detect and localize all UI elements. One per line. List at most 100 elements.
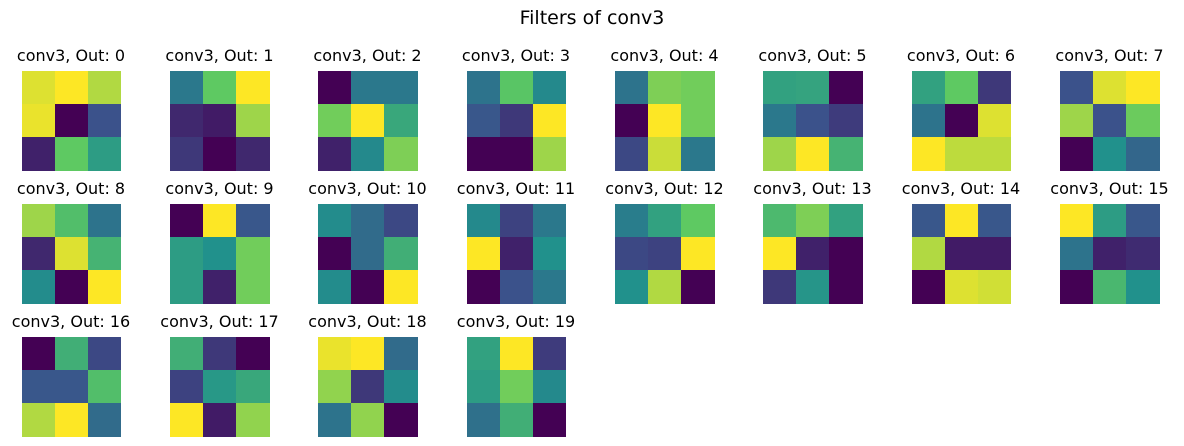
heatmap-cell xyxy=(21,237,55,271)
heatmap-cell xyxy=(21,204,55,238)
heatmap-cell xyxy=(796,204,830,238)
panel-title: conv3, Out: 8 xyxy=(16,179,126,198)
panel-title: conv3, Out: 0 xyxy=(16,46,126,65)
heatmap-cell xyxy=(351,237,385,271)
heatmap-cell xyxy=(203,337,237,371)
heatmap-cell xyxy=(1060,270,1094,304)
heatmap-cell xyxy=(944,137,978,171)
heatmap-cell xyxy=(763,237,797,271)
panel-title: conv3, Out: 18 xyxy=(308,312,427,331)
heatmap-cell xyxy=(763,104,797,138)
heatmap-cell xyxy=(87,270,121,304)
heatmap-cell xyxy=(87,337,121,371)
heatmap-cell xyxy=(944,104,978,138)
heatmap-cell xyxy=(170,104,204,138)
heatmap-cell xyxy=(236,204,270,238)
heatmap-cell xyxy=(466,337,500,371)
panel-title: conv3, Out: 9 xyxy=(165,179,274,198)
panel-title: conv3, Out: 1 xyxy=(165,46,274,65)
heatmap-cell xyxy=(1093,71,1127,105)
heatmap-cell xyxy=(532,137,566,171)
heatmap-cell xyxy=(615,104,649,138)
heatmap-cell xyxy=(203,237,237,271)
heatmap-cell xyxy=(532,403,566,437)
heatmap-cell xyxy=(499,270,533,304)
heatmap-cell xyxy=(203,104,237,138)
heatmap-cell xyxy=(1060,71,1094,105)
heatmap-cell xyxy=(236,237,270,271)
heatmap-cell xyxy=(236,71,270,105)
heatmap-cell xyxy=(1093,204,1127,238)
heatmap-cell xyxy=(1093,137,1127,171)
heatmap-cell xyxy=(384,370,418,404)
heatmap-cell xyxy=(681,104,715,138)
heatmap-cell xyxy=(944,237,978,271)
heatmap-cell xyxy=(615,270,649,304)
heatmap-cell xyxy=(318,270,352,304)
panel-title: conv3, Out: 14 xyxy=(901,179,1021,198)
heatmap-cell xyxy=(466,104,500,138)
heatmap-cell xyxy=(466,370,500,404)
heatmap-cell xyxy=(318,237,352,271)
heatmap-cell xyxy=(384,71,418,105)
heatmap-cell xyxy=(351,137,385,171)
heatmap-cell xyxy=(87,204,121,238)
heatmap-cell xyxy=(384,237,418,271)
heatmap-cell xyxy=(499,370,533,404)
heatmap-cell xyxy=(796,237,830,271)
heatmap-cell xyxy=(466,71,500,105)
heatmap-cell xyxy=(1093,104,1127,138)
heatmap-cell xyxy=(318,104,352,138)
heatmap-cell xyxy=(829,204,863,238)
heatmap-cell xyxy=(977,104,1011,138)
heatmap-cell xyxy=(532,337,566,371)
heatmap-cell xyxy=(911,71,945,105)
heatmap-cell xyxy=(203,370,237,404)
heatmap-cell xyxy=(532,71,566,105)
heatmap-cell xyxy=(170,71,204,105)
heatmap-cell xyxy=(532,204,566,238)
heatmap-cell xyxy=(54,370,88,404)
heatmap-cell xyxy=(87,137,121,171)
heatmap-cell xyxy=(648,104,682,138)
heatmap-cell xyxy=(170,237,204,271)
panel-title: conv3, Out: 15 xyxy=(1050,179,1169,198)
heatmap-cell xyxy=(648,204,682,238)
heatmap-cell xyxy=(203,270,237,304)
heatmap-cell xyxy=(87,403,121,437)
panel-title: conv3, Out: 19 xyxy=(456,312,576,331)
heatmap-cell xyxy=(170,337,204,371)
heatmap-cell xyxy=(54,237,88,271)
heatmap-cell xyxy=(829,71,863,105)
heatmap-cell xyxy=(236,270,270,304)
heatmap-cell xyxy=(648,237,682,271)
heatmap-cell xyxy=(87,71,121,105)
panel-title: conv3, Out: 17 xyxy=(160,312,279,331)
heatmap-cell xyxy=(1126,71,1160,105)
panel-title: conv3, Out: 5 xyxy=(758,46,867,65)
heatmap-cell xyxy=(911,204,945,238)
heatmap-cell xyxy=(681,270,715,304)
heatmap-cell xyxy=(1126,137,1160,171)
heatmap-cell xyxy=(351,270,385,304)
panel-title: conv3, Out: 3 xyxy=(461,46,571,65)
heatmap-cell xyxy=(1093,237,1127,271)
heatmap-cell xyxy=(796,270,830,304)
heatmap-cell xyxy=(763,204,797,238)
heatmap-cell xyxy=(681,237,715,271)
heatmap-cell xyxy=(829,137,863,171)
heatmap-cell xyxy=(87,104,121,138)
heatmap-cell xyxy=(236,104,270,138)
heatmap-cell xyxy=(796,71,830,105)
heatmap-cell xyxy=(499,237,533,271)
heatmap-cell xyxy=(532,370,566,404)
heatmap-cell xyxy=(203,403,237,437)
heatmap-cell xyxy=(351,337,385,371)
heatmap-cell xyxy=(1126,204,1160,238)
heatmap-cell xyxy=(170,204,204,238)
heatmap-cell xyxy=(763,270,797,304)
heatmap-cell xyxy=(318,137,352,171)
heatmap-cell xyxy=(532,270,566,304)
heatmap-cell xyxy=(466,204,500,238)
heatmap-cell xyxy=(21,403,55,437)
